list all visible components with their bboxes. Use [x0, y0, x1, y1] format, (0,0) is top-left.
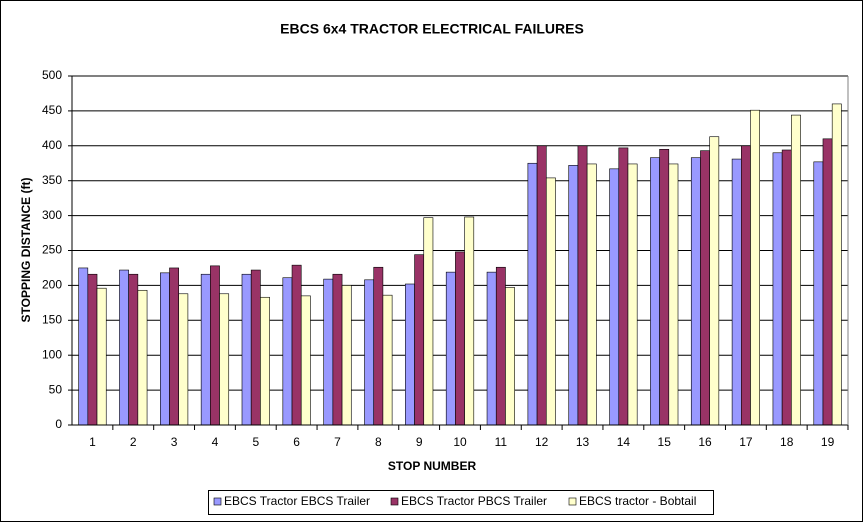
bar [291, 264, 302, 426]
bar [332, 273, 343, 426]
y-tick-label: 500 [42, 68, 62, 82]
bar [119, 269, 129, 426]
bar [87, 273, 98, 426]
bar [445, 271, 456, 426]
x-tick-label: 19 [821, 435, 835, 449]
bar [577, 145, 588, 426]
legend-swatch [213, 497, 222, 506]
bar [609, 168, 620, 426]
y-tick-label: 300 [42, 208, 62, 222]
bar [650, 157, 660, 426]
bar [250, 269, 261, 426]
bar [137, 289, 148, 426]
bar [178, 293, 189, 426]
x-axis-title: STOP NUMBER [388, 459, 477, 473]
bar [414, 254, 425, 426]
legend-swatch [568, 497, 577, 506]
chart-title: EBCS 6x4 TRACTOR ELECTRICAL FAILURES [280, 21, 584, 37]
bar [210, 265, 220, 426]
x-tick-label: 9 [416, 435, 423, 449]
bar [813, 161, 824, 426]
bar [700, 150, 710, 426]
bar [495, 266, 506, 426]
bar [750, 109, 760, 426]
bar [219, 293, 230, 426]
x-tick-label: 18 [780, 435, 794, 449]
bar [527, 162, 538, 426]
x-tick-label: 4 [212, 435, 219, 449]
bar [405, 283, 415, 426]
y-tick-label: 100 [42, 347, 62, 361]
bar [128, 273, 139, 426]
y-tick-label: 50 [49, 382, 63, 396]
legend-label: EBCS Tractor PBCS Trailer [401, 494, 547, 508]
x-tick-label: 1 [89, 435, 96, 449]
legend-label: EBCS Tractor EBCS Trailer [224, 494, 370, 508]
bar [791, 114, 801, 426]
bar [323, 278, 334, 426]
y-tick-label: 250 [42, 243, 62, 257]
y-tick-label: 150 [42, 312, 62, 326]
bar [241, 273, 252, 426]
bar [423, 217, 434, 426]
x-tick-label: 12 [535, 435, 549, 449]
x-tick-label: 17 [739, 435, 753, 449]
legend-label: EBCS tractor - Bobtail [579, 494, 696, 508]
x-tick-label: 10 [453, 435, 467, 449]
x-tick-label: 6 [293, 435, 300, 449]
bar [382, 294, 393, 426]
legend-box [208, 490, 714, 515]
x-tick-label: 13 [576, 435, 590, 449]
bar [169, 267, 180, 426]
bar [536, 145, 547, 426]
bar [740, 145, 751, 426]
bar [545, 177, 556, 426]
bar [627, 163, 638, 426]
bar [659, 148, 670, 426]
y-axis-title: STOPPING DISTANCE (ft) [19, 178, 33, 323]
x-tick-label: 2 [130, 435, 137, 449]
bar [200, 273, 211, 426]
x-tick-label: 8 [375, 435, 382, 449]
x-tick-label: 15 [658, 435, 672, 449]
x-tick-label: 14 [617, 435, 631, 449]
y-tick-label: 400 [42, 138, 62, 152]
bar [96, 287, 107, 426]
y-tick-label: 450 [42, 103, 62, 117]
bar [373, 266, 384, 426]
bar [690, 157, 701, 426]
bar [586, 163, 597, 426]
bar [486, 271, 497, 426]
bar [772, 152, 783, 426]
bar [568, 165, 579, 426]
bar [341, 285, 352, 426]
bar [831, 103, 842, 426]
bar [464, 216, 475, 426]
bar [781, 149, 792, 426]
bar [455, 251, 465, 426]
x-tick-label: 11 [495, 435, 508, 449]
y-tick-label: 350 [42, 173, 62, 187]
y-tick-label: 200 [42, 278, 62, 292]
x-tick-label: 5 [252, 435, 259, 449]
x-tick-label: 7 [334, 435, 341, 449]
bar [709, 136, 720, 426]
x-tick-label: 16 [698, 435, 712, 449]
bar [505, 287, 515, 426]
x-tick-label: 3 [171, 435, 178, 449]
bar [364, 279, 375, 426]
legend-swatch [390, 497, 399, 506]
bar [822, 138, 833, 426]
bar [160, 272, 170, 426]
bar [300, 295, 311, 426]
bar [731, 158, 742, 426]
bar [260, 296, 270, 426]
bar [618, 147, 629, 426]
bar [282, 277, 293, 426]
bar [668, 163, 679, 426]
y-tick-label: 0 [55, 417, 62, 431]
bar [78, 267, 89, 426]
